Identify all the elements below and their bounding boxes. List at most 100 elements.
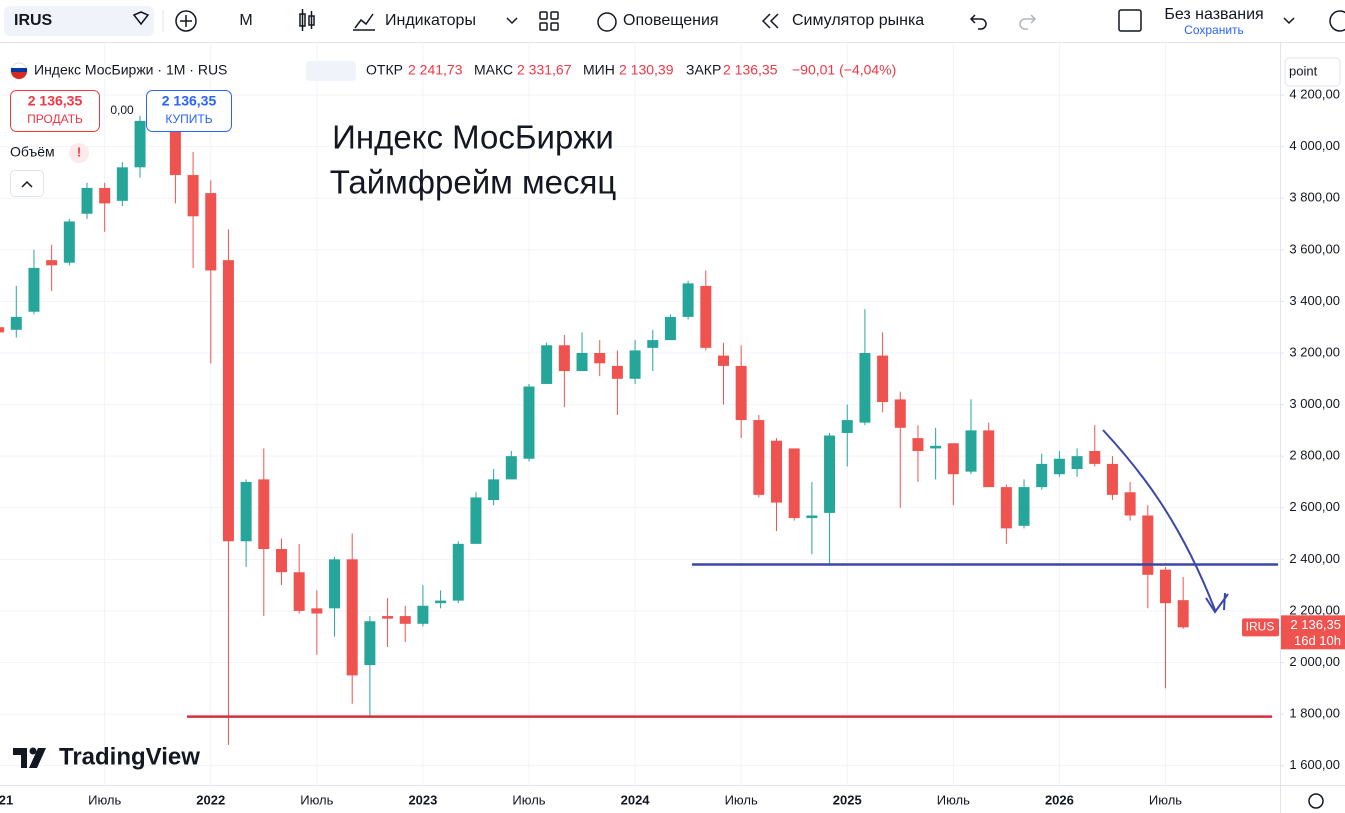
candle-body [116, 167, 128, 201]
candle-body [594, 353, 606, 364]
candle-body [877, 355, 889, 403]
dropdown-icon[interactable] [506, 17, 518, 25]
candle-body [930, 445, 942, 449]
alerts-icon[interactable] [597, 12, 617, 32]
settings-icon[interactable] [1329, 10, 1345, 32]
replay-icon[interactable] [761, 13, 779, 29]
candle-body [417, 605, 429, 624]
candle-body [28, 267, 40, 312]
chart-type-button[interactable] [299, 9, 315, 31]
sell-button[interactable] [10, 90, 100, 132]
candle-body [541, 345, 553, 384]
candle-body [275, 549, 287, 573]
buy-button[interactable] [146, 90, 232, 132]
candle-body [558, 345, 570, 372]
candle-body [859, 353, 871, 423]
flag-red [11, 71, 27, 79]
volume-label: Объём [10, 144, 55, 160]
candle-body [10, 316, 22, 330]
logo-mark [13, 748, 27, 768]
open-label: ОТКР [366, 62, 403, 78]
buy-price[interactable]: 2 136,35 [162, 93, 217, 109]
layout-dropdown[interactable] [1283, 17, 1295, 25]
x-tick-label: Июль [512, 792, 545, 807]
open-value: 2 241,73 [408, 62, 463, 78]
low-value: 2 130,39 [619, 62, 674, 78]
candle-body [488, 479, 500, 501]
close-value: 2 136,35 [723, 62, 778, 78]
interval[interactable]: M [239, 12, 252, 29]
high-label: МАКС [474, 62, 513, 78]
candle-body [293, 572, 305, 611]
undo-button[interactable] [969, 14, 987, 30]
layout-icon[interactable] [1118, 9, 1142, 32]
scale-mode[interactable]: point [1289, 63, 1318, 78]
candle-body [1036, 463, 1048, 488]
plot [0, 107, 1278, 746]
save-button[interactable]: Сохранить [1184, 23, 1244, 37]
y-tick-label: 2 400,00 [1289, 551, 1340, 566]
candle-body [753, 420, 765, 495]
sell-label[interactable]: ПРОДАТЬ [27, 112, 83, 126]
scale-mode-box[interactable] [1284, 57, 1341, 87]
y-tick-label: 3 200,00 [1289, 344, 1340, 359]
candle-body [788, 448, 800, 519]
layout-name[interactable]: Без названия [1164, 6, 1263, 23]
redo-button[interactable] [1019, 14, 1037, 30]
last-price-symbol-box [1242, 618, 1279, 637]
candle-body [311, 608, 323, 614]
time-settings[interactable] [1308, 793, 1324, 809]
y-tick-label: 2 000,00 [1289, 654, 1340, 669]
candle-body [983, 430, 995, 488]
x-tick-label: Июль [300, 792, 333, 807]
candle-body [205, 193, 217, 271]
symbol-search[interactable] [4, 6, 154, 36]
buy-label[interactable]: КУПИТЬ [165, 112, 212, 126]
x-tick-label: 2025 [833, 792, 862, 807]
arrow-head [1205, 592, 1229, 614]
indicators-icon[interactable] [353, 13, 375, 31]
collapse-button[interactable] [10, 170, 44, 197]
candle-body [912, 438, 924, 452]
candle-body [99, 187, 111, 204]
replay[interactable]: Симулятор рынка [792, 12, 924, 29]
candle-body [222, 260, 234, 542]
last-price: 2 136,35 [1290, 617, 1341, 632]
candle-body [364, 621, 376, 666]
volume-warning[interactable] [69, 143, 89, 163]
candle-body [611, 365, 623, 379]
y-tick-label: 2 200,00 [1289, 602, 1340, 617]
candle-body [1089, 451, 1101, 464]
compare-button[interactable] [175, 10, 197, 32]
candle-body [771, 440, 783, 503]
candle-body [1124, 492, 1136, 516]
plus-icon [180, 15, 192, 27]
candle-body [682, 283, 694, 317]
spread: 0,00 [110, 103, 134, 117]
logo-mark [29, 748, 46, 768]
symbol-icon[interactable] [132, 11, 150, 26]
low-label: МИН [583, 62, 615, 78]
symbol[interactable]: IRUS [14, 12, 53, 29]
candle-body [399, 616, 411, 624]
candle-body [346, 559, 358, 676]
candle-body [576, 353, 588, 372]
y-tick-label: 2 600,00 [1289, 499, 1340, 514]
candle-body [647, 340, 659, 348]
countdown: 16d 10h [1294, 633, 1341, 648]
y-tick-label: 3 000,00 [1289, 396, 1340, 411]
high-value: 2 331,67 [517, 62, 572, 78]
y-tick-label: 3 800,00 [1289, 190, 1340, 205]
y-tick-label: 1 800,00 [1289, 706, 1340, 721]
sell-price[interactable]: 2 136,35 [28, 93, 83, 109]
legend-buttons[interactable] [306, 61, 356, 81]
grid [0, 43, 1280, 785]
x-tick-label: Июль [725, 792, 758, 807]
y-tick-label: 4 200,00 [1289, 87, 1340, 102]
templates-button[interactable] [539, 11, 559, 31]
alerts[interactable]: Оповещения [623, 12, 719, 29]
y-tick-label: 3 600,00 [1289, 241, 1340, 256]
indicators[interactable]: Индикаторы [385, 12, 476, 29]
last-price-symbol: IRUS [1246, 620, 1275, 634]
